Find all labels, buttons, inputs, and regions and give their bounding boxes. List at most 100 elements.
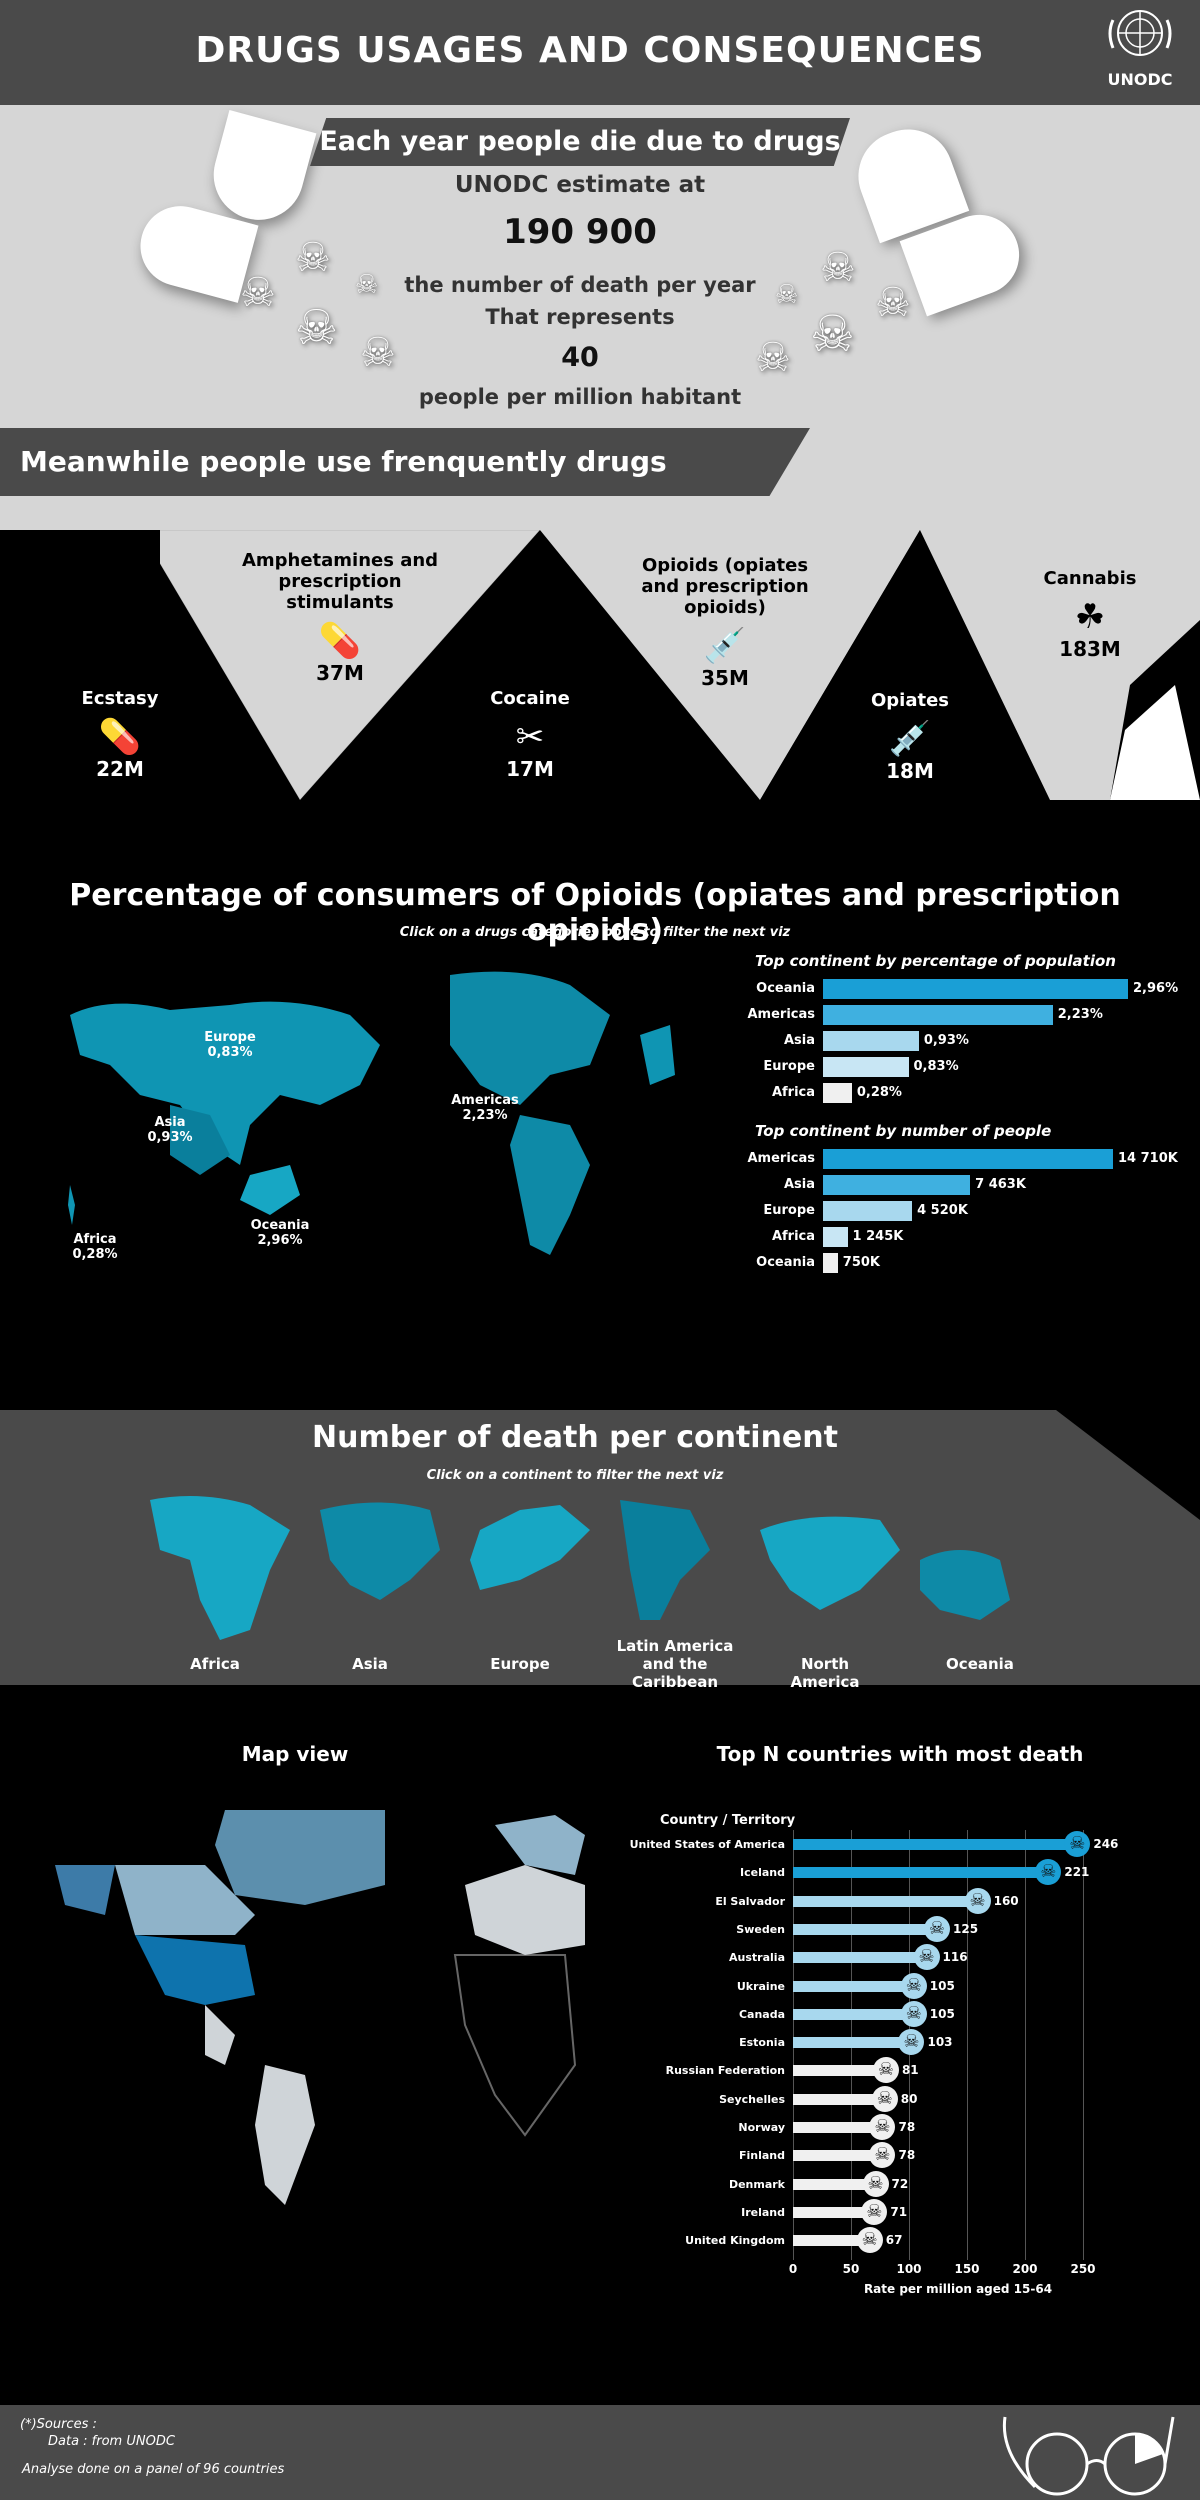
country-label: Canada [738, 2007, 785, 2021]
opioids-title: Percentage of consumers of Opioids (opia… [69, 878, 1121, 948]
skull-icon: ☠ [869, 2114, 896, 2140]
continent-label-latin-america[interactable]: Latin America and the Caribbean [616, 1637, 734, 1691]
bar-label: Europe [763, 1059, 815, 1074]
num-chart[interactable]: Americas 14 710K Asia 7 463K Europe 4 520K Afr… [670, 1148, 1200, 1278]
bar-row[interactable]: Africa 1 245K [670, 1226, 1200, 1248]
country-value: 246 [1093, 1837, 1119, 1851]
country-value: 103 [927, 2035, 953, 2050]
continent-label-north-america[interactable]: North America [790, 1655, 860, 1691]
pct-chart[interactable]: Oceania 2,96% Americas 2,23% Asia 0,93% Europe… [670, 978, 1200, 1108]
bar[interactable] [823, 1175, 971, 1195]
bar[interactable] [823, 1083, 852, 1103]
bar-row[interactable]: Asia 7 463K [670, 1174, 1200, 1196]
bar-row[interactable]: Oceania 750K [670, 1252, 1200, 1274]
bar[interactable] [823, 1149, 1113, 1169]
continent-label-oceania[interactable]: Oceania [946, 1655, 1014, 1673]
bar[interactable] [823, 1201, 913, 1221]
country-label: Ireland [741, 2205, 785, 2219]
bar-value-label: 0,83% [913, 1059, 959, 1074]
drug-cannabis[interactable]: Cannabis ☘ 183M [1015, 568, 1165, 661]
intro-banner: Each year people die due to drugs [310, 118, 850, 166]
bar-value-label: 1 245K [852, 1229, 904, 1244]
bar-row[interactable]: Europe 0,83% [670, 1056, 1200, 1078]
country-bar[interactable] [793, 2206, 876, 2218]
x-tick-label: 250 [1070, 2262, 1096, 2276]
col-header: Country / Territory [660, 1813, 796, 1828]
drug-opioids[interactable]: Opioids (opiates and prescription opioid… [620, 555, 830, 690]
country-bar[interactable] [793, 2235, 871, 2247]
continent-label-asia[interactable]: Asia [352, 1655, 388, 1673]
country-bar[interactable] [793, 2122, 884, 2133]
x-axis-label: Rate per million aged 15-64 [863, 2282, 1053, 2296]
pct-chart-title: Top continent by percentage of populatio… [755, 952, 1116, 970]
deaths-value: 190 900 [503, 212, 657, 252]
skull-icon: ☠ [871, 2085, 898, 2112]
pill-bottle-syringe-icon: 💉 [703, 626, 747, 666]
drug-opiates[interactable]: Opiates 💉 18M [835, 690, 985, 783]
bar-row[interactable]: Oceania 2,96% [670, 978, 1200, 1000]
bar-row[interactable]: Europe 4 520K [670, 1200, 1200, 1222]
country-value: 78 [898, 2120, 916, 2134]
gridline [967, 1830, 968, 2260]
logo-text: UNODC [1107, 70, 1173, 89]
country-bar[interactable] [793, 1867, 1050, 1879]
bar[interactable] [823, 1253, 838, 1273]
country-bar[interactable] [793, 1895, 979, 1907]
country-value: 105 [929, 2006, 955, 2021]
bar[interactable] [823, 1005, 1053, 1025]
continent-label-africa[interactable]: Africa [190, 1655, 240, 1673]
bar-row[interactable]: Asia 0,93% [670, 1030, 1200, 1052]
country-bar[interactable] [793, 1923, 938, 1935]
drug-amphetamines[interactable]: Amphetamines and prescription stimulants… [241, 550, 439, 685]
country-value: 78 [898, 2148, 916, 2163]
bar-label: Oceania [756, 1255, 815, 1270]
pills-icon: 💊 [98, 717, 142, 757]
country-bar[interactable] [793, 1839, 1079, 1850]
bar[interactable] [823, 1031, 919, 1051]
skull-icon: ☠ [900, 1972, 927, 1999]
drug-cocaine[interactable]: Cocaine ✂ 17M [455, 688, 605, 781]
page-title: DRUGS USAGES AND CONSEQUENCES [195, 30, 985, 71]
footer-data: Data : from UNODC [48, 2434, 175, 2449]
bar[interactable] [823, 1057, 909, 1077]
bar[interactable] [823, 979, 1128, 999]
country-value: 81 [901, 2063, 919, 2078]
bar-row[interactable]: Americas 2,23% [670, 1004, 1200, 1026]
footer-analyse: Analyse done on a panel of 96 countries [22, 2462, 285, 2477]
bar-row[interactable]: Africa 0,28% [670, 1082, 1200, 1104]
skull-icon: ☠ [1064, 1831, 1091, 1857]
country-bar[interactable] [793, 2037, 913, 2049]
country-label: Norway [738, 2121, 785, 2134]
country-bar[interactable] [793, 2093, 886, 2105]
skull-icon: ☠ [820, 245, 856, 291]
bar-row[interactable]: Americas 14 710K [670, 1148, 1200, 1170]
map-label-europe: Europe 0,83% [204, 1030, 256, 1060]
x-tick-label: 0 [788, 2262, 798, 2276]
glasses-icon [1002, 2416, 1175, 2496]
country-bar[interactable] [793, 2178, 877, 2190]
country-bar[interactable] [793, 1952, 928, 1964]
continent-shapes[interactable] [140, 1490, 1060, 1640]
country-bar[interactable] [793, 2008, 915, 2020]
country-label: Australia [729, 1951, 785, 1965]
drug-ecstasy[interactable]: Ecstasy 💊 22M [45, 688, 195, 781]
skull-icon: ☠ [964, 1887, 991, 1914]
un-emblem-icon [1108, 10, 1172, 56]
country-bar[interactable] [793, 2065, 887, 2077]
map-view[interactable] [55, 1805, 585, 2265]
header-bar [0, 0, 1200, 105]
cannabis-leaf-icon: ☘ [1074, 597, 1106, 637]
skull-icon: ☠ [360, 330, 396, 376]
bar-label: Asia [783, 1033, 815, 1048]
bar[interactable] [823, 1227, 848, 1247]
country-bar[interactable] [793, 1980, 915, 1992]
top-countries-chart[interactable]: 0 50 100 150 200 250 Rate per million aged 15-… [600, 1830, 1200, 2310]
x-tick-label: 50 [842, 2262, 860, 2276]
skull-icon: ☠ [810, 305, 855, 363]
continent-north-america [760, 1516, 900, 1610]
continent-label-europe[interactable]: Europe [490, 1655, 550, 1673]
country-bar[interactable] [793, 2150, 884, 2162]
opioids-world-map[interactable] [50, 955, 690, 1285]
bar-label: Americas [747, 1007, 815, 1022]
country-label: United States of America [629, 1838, 785, 1851]
